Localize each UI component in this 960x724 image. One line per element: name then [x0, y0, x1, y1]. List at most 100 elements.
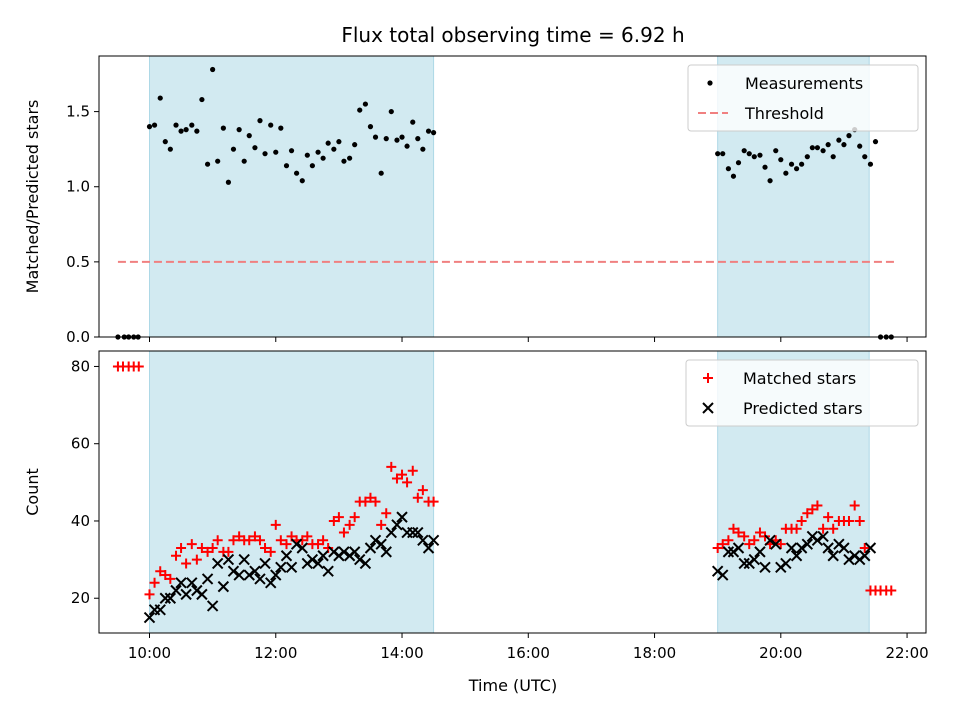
matched-star-point — [191, 554, 202, 565]
matched-star-point — [349, 512, 360, 523]
measurement-point — [268, 122, 274, 128]
measurement-point — [236, 127, 242, 133]
matched-star-point — [859, 543, 870, 554]
predicted-star-point — [238, 553, 250, 566]
measurement-point — [846, 133, 852, 139]
measurement-point — [293, 170, 300, 176]
predicted-star-point — [822, 542, 834, 554]
predicted-star-point — [412, 526, 424, 539]
y-axis-label: Count — [23, 468, 42, 516]
measurement-point — [820, 148, 826, 154]
y-axis-label: Matched/Predicted stars — [23, 100, 42, 294]
matched-star-point — [854, 515, 865, 526]
matched-star-point — [275, 535, 286, 546]
predicted-star-point — [422, 542, 435, 554]
measurement-point — [730, 173, 737, 179]
predicted-star-point — [754, 546, 766, 558]
predicted-star-point — [180, 588, 192, 601]
measurement-point — [146, 124, 153, 130]
measurement-point — [872, 139, 879, 145]
predicted-star-point — [290, 538, 303, 550]
matched-star-point — [360, 496, 371, 507]
predicted-star-point — [354, 553, 366, 566]
legend-entry-label: Predicted stars — [743, 399, 863, 418]
x-tick-label: 12:00 — [254, 644, 297, 662]
predicted-star-point — [175, 577, 187, 589]
predicted-star-point — [396, 511, 408, 523]
matched-star-point — [728, 523, 739, 534]
legend-box — [687, 64, 919, 132]
predicted-star-point — [380, 546, 392, 558]
y-tick-label: 1.0 — [66, 178, 90, 196]
matched-star-point — [186, 539, 197, 550]
predicted-star-point — [764, 534, 776, 546]
measurement-point — [283, 163, 290, 169]
measurement-point — [173, 122, 179, 128]
predicted-star-point — [811, 534, 824, 546]
predicted-star-point — [254, 573, 266, 585]
predicted-star-point — [732, 542, 745, 554]
measurement-point — [162, 139, 168, 145]
matched-star-point — [386, 461, 397, 472]
measurement-point — [804, 154, 810, 160]
measurement-point — [189, 122, 195, 128]
legend-marker-matched — [703, 373, 713, 383]
measurement-point — [309, 163, 315, 169]
measurement-point — [867, 161, 874, 167]
measurement-point — [336, 139, 342, 145]
matched-star-point — [333, 512, 344, 523]
measurement-point — [220, 125, 226, 131]
matched-star-point — [749, 535, 760, 546]
measurement-point — [341, 158, 347, 164]
measurement-point — [278, 125, 284, 131]
measurement-point — [836, 137, 842, 143]
measurement-point — [825, 142, 831, 148]
measurement-point — [814, 145, 821, 151]
legend-entry-label: Threshold — [744, 104, 824, 123]
legend-box — [685, 359, 919, 427]
matched-star-point — [313, 539, 324, 550]
matched-star-point — [244, 535, 255, 546]
measurement-point — [415, 136, 421, 142]
measurement-point — [252, 145, 258, 151]
y-tick-label: 1.5 — [66, 103, 90, 121]
predicted-star-point — [312, 557, 324, 570]
measurement-point — [778, 157, 784, 163]
measurement-point — [225, 179, 232, 185]
measurement-point — [194, 128, 200, 134]
predicted-star-point — [780, 557, 792, 570]
measurement-point — [383, 136, 389, 142]
predicted-star-point — [249, 565, 261, 577]
matched-star-point — [155, 566, 166, 577]
predicted-star-point — [285, 561, 298, 574]
matched-star-point — [733, 527, 744, 538]
predicted-star-point — [827, 550, 839, 562]
measurement-point — [347, 155, 353, 161]
measurement-point — [215, 158, 221, 164]
matched-star-point — [234, 531, 245, 542]
measurement-point — [388, 108, 394, 115]
matched-star-point — [270, 519, 281, 530]
predicted-star-point — [159, 592, 171, 604]
matched-star-point — [265, 546, 276, 557]
predicted-star-point — [164, 592, 177, 604]
y-tick-label: 0.0 — [66, 328, 90, 346]
measurement-point — [420, 146, 426, 152]
matched-star-point — [171, 550, 182, 561]
matched-star-point — [344, 519, 355, 530]
measurement-point — [757, 152, 763, 158]
measurement-point — [378, 170, 384, 176]
matched-star-point — [223, 546, 234, 557]
legend: Measurements Threshold — [687, 64, 919, 132]
axes-frame — [98, 350, 927, 634]
matched-star-point — [812, 500, 823, 511]
matched-star-point — [818, 523, 829, 534]
measurement-point — [299, 178, 305, 184]
matched-star-point — [302, 531, 313, 542]
predicted-star-point — [243, 569, 255, 581]
matched-star-point — [281, 539, 292, 550]
matched-star-point — [254, 535, 265, 546]
measurement-point — [183, 127, 189, 133]
predicted-star-point — [317, 550, 329, 562]
